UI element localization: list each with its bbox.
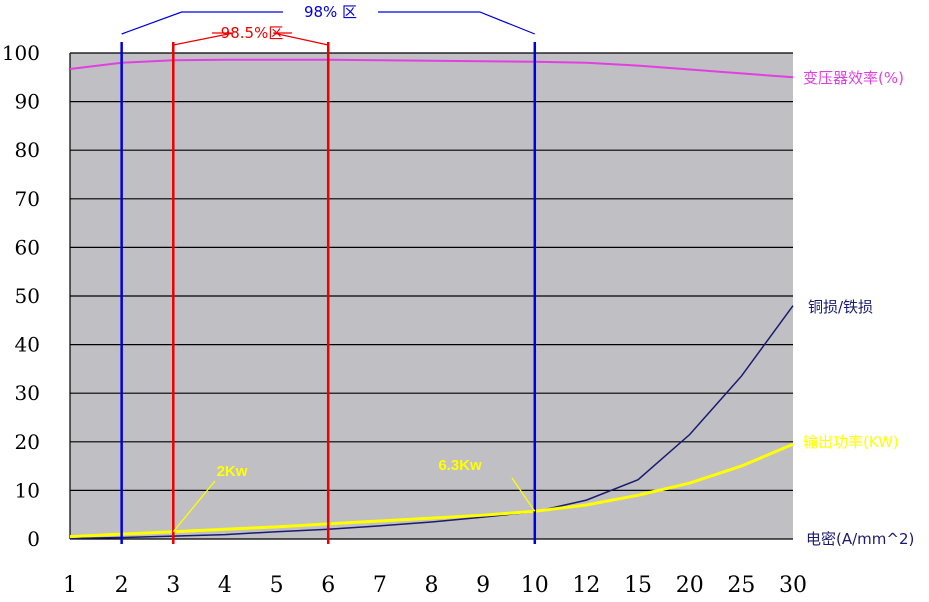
y-tick-label: 40 bbox=[15, 333, 40, 357]
point-label: 6.3Kw bbox=[438, 457, 482, 474]
y-tick-label: 50 bbox=[15, 284, 40, 308]
x-tick-label: 4 bbox=[218, 573, 232, 598]
range-bracket bbox=[378, 11, 536, 35]
y-tick-label: 10 bbox=[15, 478, 40, 502]
series-line bbox=[69, 58, 794, 79]
series-line bbox=[69, 305, 794, 540]
y-tick-label: 0 bbox=[27, 527, 40, 551]
x-tick-label: 6 bbox=[321, 573, 335, 598]
series-lines bbox=[69, 58, 794, 540]
x-tick-label: 9 bbox=[476, 573, 490, 598]
x-tick-label: 15 bbox=[624, 573, 652, 598]
y-tick-label: 30 bbox=[15, 381, 40, 405]
range-bracket bbox=[121, 11, 283, 35]
point-annotations: 2Kw 6.3Kw bbox=[172, 457, 536, 533]
point-leader-line bbox=[511, 477, 536, 512]
x-tick-label: 3 bbox=[166, 573, 180, 598]
x-axis-label: 电密(A/mm^2) bbox=[806, 530, 914, 548]
x-tick-label: 10 bbox=[521, 573, 549, 598]
point-leader-line bbox=[172, 480, 216, 533]
x-tick-label: 5 bbox=[270, 573, 284, 598]
point-label: 2Kw bbox=[217, 463, 248, 480]
x-tick-label: 2 bbox=[115, 573, 129, 598]
y-tick-label: 90 bbox=[15, 90, 40, 114]
vertical-markers bbox=[120, 42, 537, 544]
x-tick-label: 25 bbox=[727, 573, 755, 598]
range-label: 98.5%区 bbox=[221, 24, 284, 42]
y-tick-label: 60 bbox=[15, 235, 40, 259]
x-tick-label: 7 bbox=[373, 573, 387, 598]
x-tick-label: 20 bbox=[676, 573, 704, 598]
range-label: 98% 区 bbox=[304, 3, 357, 21]
x-tick-label: 30 bbox=[779, 573, 807, 598]
x-tick-label: 12 bbox=[572, 573, 600, 598]
y-tick-label: 100 bbox=[2, 41, 40, 65]
series-label: 铜损/铁损 bbox=[808, 298, 873, 316]
y-axis-ticks: 0 10 20 30 40 50 60 70 80 90 100 bbox=[2, 41, 40, 551]
range-bracket bbox=[173, 32, 234, 46]
y-tick-label: 70 bbox=[15, 187, 40, 211]
series-label: 变压器效率(%) bbox=[803, 69, 904, 87]
x-tick-label: 8 bbox=[425, 573, 439, 598]
series-line bbox=[69, 442, 794, 539]
x-tick-label: 1 bbox=[63, 573, 77, 598]
grid-lines bbox=[69, 52, 793, 540]
y-tick-label: 20 bbox=[15, 430, 40, 454]
y-tick-label: 80 bbox=[15, 138, 40, 162]
range-bracket bbox=[273, 32, 329, 46]
x-axis-ticks: 1 2 3 4 5 6 7 8 9 10 12 15 20 25 30 bbox=[63, 573, 807, 598]
range-annotations: 98% 区 98.5%区 bbox=[121, 3, 536, 46]
series-label: 输出功率(KW) bbox=[803, 433, 899, 451]
